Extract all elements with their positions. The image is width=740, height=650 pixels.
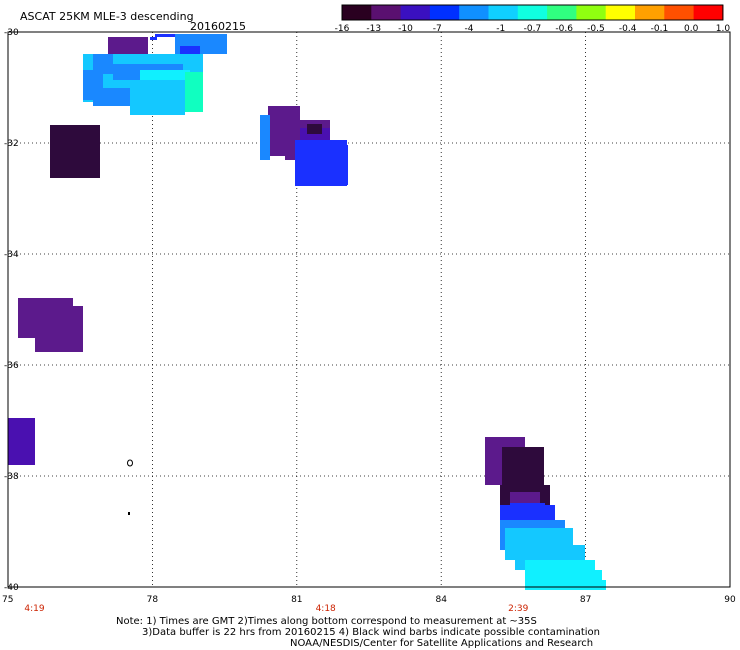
colorbar-label: -0.4 [619, 24, 637, 34]
colorbar-label: -0.6 [555, 24, 573, 34]
colorbar-frame [341, 4, 724, 21]
colorbar-segment [488, 5, 519, 20]
colorbar-segment [635, 5, 665, 20]
colorbar-label: -10 [398, 24, 413, 34]
data-cell [510, 503, 545, 517]
lat-tick-label: -34 [4, 250, 19, 260]
data-cell [260, 115, 270, 160]
colorbar-segment [517, 5, 548, 20]
colorbar-label: -0.7 [524, 24, 542, 34]
colorbar-label: -4 [464, 24, 473, 34]
colorbar-label: -16 [335, 24, 350, 34]
data-cell [108, 37, 148, 57]
time-label: 2:39 [508, 604, 528, 614]
data-cell [93, 54, 113, 74]
note-line-2: 3)Data buffer is 22 hrs from 20160215 4)… [142, 627, 600, 638]
lon-tick-label: 75 [2, 595, 13, 605]
data-cell [320, 145, 348, 185]
lat-tick-label: -30 [4, 28, 19, 38]
data-cell [150, 37, 157, 40]
colorbar-label: -1 [496, 24, 505, 34]
colorbar-label: -7 [433, 24, 442, 34]
lon-tick-label: 81 [291, 595, 302, 605]
colorbar-segment [371, 5, 402, 20]
colorbar-segment [342, 5, 372, 20]
data-cell [93, 88, 133, 106]
data-cell [130, 80, 185, 115]
data-cell [525, 560, 595, 590]
note-line-3: NOAA/NESDIS/Center for Satellite Applica… [290, 638, 594, 649]
time-label: 4:19 [24, 604, 44, 614]
time-label: 4:18 [316, 604, 336, 614]
data-cell [600, 580, 606, 590]
lon-tick-label: 84 [435, 595, 447, 605]
colorbar-segment [400, 5, 431, 20]
data-cell [50, 125, 100, 178]
colorbar-label: 0.0 [684, 24, 699, 34]
note-line-1: Note: 1) Times are GMT 2)Times along bot… [116, 616, 537, 627]
data-cell [35, 306, 83, 352]
lat-tick-label: -36 [4, 361, 19, 371]
colorbar-segment [693, 5, 724, 20]
colorbar-label: -0.5 [587, 24, 605, 34]
colorbar-segment [576, 5, 607, 20]
wind-barb-marker [128, 512, 130, 515]
colorbar-segment [429, 5, 460, 20]
colorbar-segment [459, 5, 489, 20]
lat-tick-label: -32 [4, 139, 19, 149]
data-cell [590, 570, 602, 590]
lon-tick-label: 87 [580, 595, 591, 605]
colorbar-label: 1.0 [716, 24, 731, 34]
colorbar-label: -13 [366, 24, 381, 34]
lon-tick-label: 90 [724, 595, 736, 605]
lon-tick-label: 78 [147, 595, 159, 605]
map-date: 20160215 [190, 20, 246, 33]
colorbar-segment [547, 5, 577, 20]
colorbar-segment [664, 5, 695, 20]
plot-frame [7, 31, 731, 588]
data-cell [502, 447, 544, 487]
data-cell [185, 72, 203, 112]
data-cell [8, 418, 35, 465]
lat-tick-label: -38 [4, 472, 19, 482]
wind-barb-marker [127, 459, 133, 467]
lat-tick-label: -40 [4, 583, 19, 593]
colorbar-segment [605, 5, 636, 20]
data-cell [180, 46, 200, 54]
data-cell [307, 124, 322, 134]
colorbar-label: -0.1 [651, 24, 669, 34]
map-title: ASCAT 25KM MLE-3 descending [20, 10, 194, 23]
